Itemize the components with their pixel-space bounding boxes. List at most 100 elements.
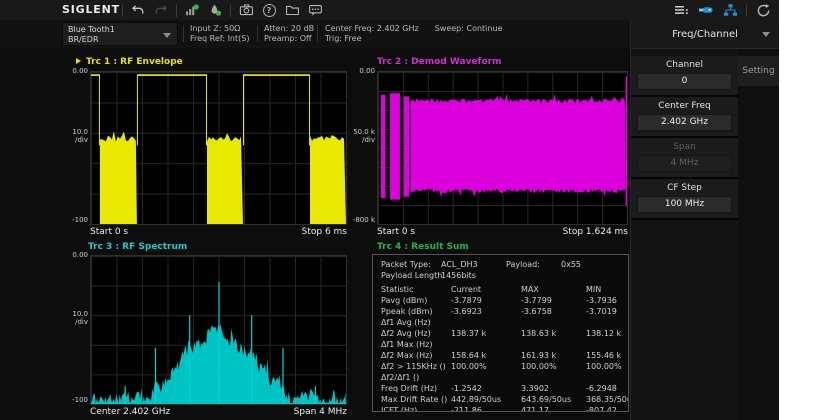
table-cell: -3.7879 [451,296,482,305]
payload-label: Payload: [506,260,540,269]
table-cell [521,372,586,383]
trc1-waveform [91,74,346,224]
packet-type-value: ACL_DH3 [441,260,478,269]
sidebar: Freq/Channel Channel 0 Center Freq 2.402 GH… [630,20,779,420]
chat-icon[interactable] [307,2,323,18]
trc1-scale-unit: /div [75,136,88,144]
calibration-icon[interactable] [184,2,200,18]
control-label: Channel [666,60,703,70]
atten-settings: Atten: 20 dB Preamp: Off [264,24,315,43]
redo-icon[interactable] [153,2,169,18]
table-cell: 155.46 k [586,351,622,360]
trc1-plot[interactable] [90,71,347,225]
table-row: Δf2 Max (Hz) 158.64 k 161.93 k 155.46 k [381,350,622,361]
sidebar-menu-title[interactable]: Freq/Channel [631,20,779,49]
toolbar-separator [746,3,747,17]
table-cell: Δf2 Avg (Hz) [381,329,431,338]
payload-value: 0x55 [561,260,582,269]
active-trace-marker-icon [76,58,81,64]
control-center-freq[interactable]: Center Freq 2.402 GHz [631,97,738,138]
table-row: Δf2/Δf1 () [381,372,620,383]
table-cell: -6.2948 [586,384,617,393]
control-value[interactable]: 0 [637,73,732,90]
table-cell: -3.6758 [521,307,552,316]
table-cell: -211.86 [451,406,482,412]
toolbar-right-icons [674,0,771,20]
table-row: Δf2 > 115KHz () 100.00% 100.00% 100.00% [381,361,622,372]
trc1-title: Trc 1 : RF Envelope [76,57,183,67]
control-label: CF Step [667,183,702,193]
control-channel[interactable]: Channel 0 [631,56,738,97]
table-cell [521,317,586,328]
table-cell [451,317,521,328]
measurement-select[interactable]: Blue Tooth1 BR/EDR [62,22,178,46]
siglent-logo: SIGLENT [62,3,120,16]
table-cell: Current [451,285,482,294]
table-cell: MAX [521,285,539,294]
packet-type-label: Packet Type: [381,260,431,269]
input-settings: Input Z: 50Ω Freq Ref: Int(S) [190,24,250,43]
table-cell: -1.2542 [451,384,482,393]
reset-icon[interactable] [755,2,771,18]
undo-icon[interactable] [130,2,146,18]
trc2-plot[interactable] [377,71,628,225]
control-span: Span 4 MHz [631,138,738,179]
trc2-bottom-level: -800 k [352,216,375,224]
control-value: 4 MHz [637,155,732,172]
table-cell: 138.12 k [586,329,622,338]
table-cell [451,372,521,383]
tab-setting[interactable]: Setting [738,56,779,86]
chevron-down-icon [762,32,770,37]
table-cell: -3.7799 [521,296,552,305]
lan-icon[interactable] [722,2,738,18]
table-cell: 100.00% [586,362,622,371]
camera-icon[interactable] [238,2,254,18]
menu-list-icon[interactable] [674,2,690,18]
trc1-ref-level: 0.00 [72,67,88,75]
trc3-waveform [91,281,346,404]
table-cell: Δf2/Δf1 () [381,373,420,382]
table-cell [451,339,521,350]
control-value[interactable]: 2.402 GHz [637,114,732,131]
table-cell: 161.93 k [521,351,557,360]
trc2-scale-unit: /div [362,136,375,144]
table-cell: 368.35/50us [586,395,628,404]
toolbar-separator [176,3,177,17]
freq-settings: Center Freq: 2.402 GHz Sweep: Continue Tr… [325,24,503,43]
table-cell: -3.7019 [586,307,617,316]
table-cell: 138.37 k [451,329,487,338]
table-cell: -807.42 [586,406,617,412]
header-separator [257,25,258,42]
table-cell: 3.3902 [521,384,549,393]
table-cell: 158.64 k [451,351,487,360]
usb-icon[interactable] [698,2,714,18]
table-row: ICFT (Hz) -211.86 471.17 -807.42 [381,405,620,412]
table-cell: 100.00% [521,362,557,371]
trc3-span-label: Span 4 MHz [293,407,347,417]
table-cell: Δf2 > 115KHz () [381,362,446,371]
table-cell: -3.7936 [586,296,617,305]
measurement-mode: BR/EDR [68,35,99,44]
toolbar-left-icons: ? [122,0,323,20]
control-cf-step[interactable]: CF Step 100 MHz [631,179,738,220]
help-icon[interactable]: ? [261,2,277,18]
trc3-scale-unit: /div [75,318,88,326]
table-cell: Δf1 Avg (Hz) [381,318,431,327]
trc3-center-label: Center 2.402 GHz [90,407,171,417]
trc3-plot[interactable] [90,255,347,405]
sidebar-controls: Channel 0 Center Freq 2.402 GHz Span 4 MHz CF … [631,49,738,220]
probe-icon[interactable] [207,2,223,18]
table-row: Freq Drift (Hz) -1.2542 3.3902 -6.2948 [381,383,620,394]
control-value[interactable]: 100 MHz [637,196,732,213]
table-row: Max Drift Rate () 442.89/50us 643.69/50us 3… [381,394,628,405]
trc2-waveform [380,76,627,206]
sidebar-tab-column: Setting [738,49,779,420]
payload-length-line: Payload Length: 1456bits [381,270,620,281]
table-cell: MIN [586,285,602,294]
trc2-stop-label: Stop 1.624 ms [562,227,628,237]
table-cell: Max Drift Rate () [381,395,448,404]
trc3-bottom-level: -100 [72,396,88,404]
table-cell: 138.63 k [521,329,557,338]
folder-icon[interactable] [284,2,300,18]
